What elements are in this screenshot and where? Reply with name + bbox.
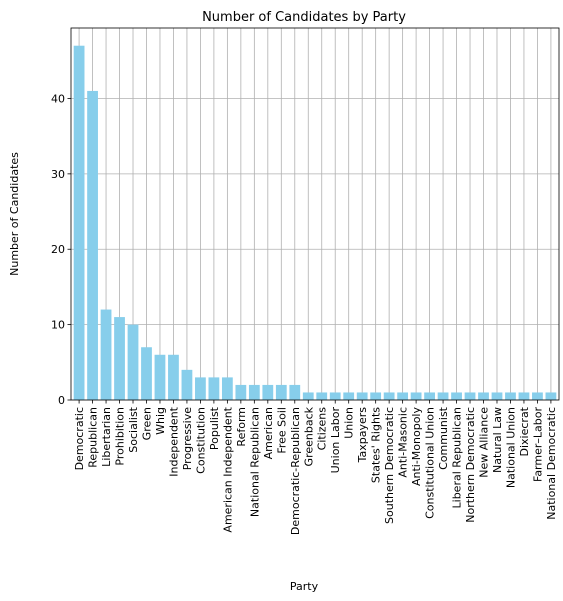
bar (451, 392, 462, 400)
bar (397, 392, 409, 400)
x-tick-label: Socialist (127, 406, 140, 452)
bar (370, 392, 382, 400)
bar (262, 384, 274, 400)
bar (532, 392, 543, 400)
x-tick-label: National Democratic (545, 407, 558, 520)
x-tick-label: National Union (504, 407, 517, 488)
y-tick-label: 0 (58, 394, 65, 407)
bar (221, 377, 233, 400)
x-tick-label: Republican (87, 407, 100, 468)
x-tick-label: Union Labor (329, 407, 342, 474)
x-tick-label: Libertarian (100, 407, 113, 467)
bar (141, 347, 152, 400)
y-tick-label: 20 (51, 243, 65, 256)
bar (235, 384, 247, 400)
x-tick-label: Northern Democratic (464, 407, 477, 523)
x-tick-label: Prohibition (114, 407, 127, 466)
bar (195, 377, 206, 400)
bar (181, 369, 193, 400)
y-axis-ticks: 0 10 20 30 40 (51, 92, 71, 407)
y-tick-label: 40 (51, 92, 65, 105)
x-tick-label: Southern Democratic (383, 407, 396, 524)
x-tick-label: Reform (235, 407, 248, 447)
bar (73, 45, 85, 400)
x-tick-label: Democratic-Republican (289, 407, 302, 535)
x-tick-label: Union (343, 407, 356, 439)
bar (343, 392, 355, 400)
bar (154, 354, 166, 400)
bar (410, 392, 422, 400)
y-axis-label: Number of Candidates (8, 152, 21, 276)
bar (208, 377, 220, 400)
bar (518, 392, 530, 400)
bar (505, 392, 516, 400)
x-tick-label: Taxpayers (356, 407, 369, 464)
x-tick-label: Whig (154, 407, 167, 435)
bar (478, 392, 489, 400)
x-tick-label: Constitution (194, 407, 207, 474)
x-tick-label: Anti-Masonic (397, 407, 410, 478)
bar (383, 392, 395, 400)
bar (289, 384, 301, 400)
x-tick-label: American Independent (221, 406, 234, 532)
x-tick-label: States' Rights (370, 407, 383, 483)
bar (168, 354, 179, 400)
x-tick-label: Liberal Republican (451, 407, 464, 509)
bar (275, 384, 287, 400)
x-tick-label: American (262, 407, 275, 459)
bar (316, 392, 328, 400)
x-tick-label: Citizens (316, 407, 329, 451)
bar (545, 392, 557, 400)
bar (424, 392, 435, 400)
x-grid (78, 28, 552, 400)
x-tick-label: New Alliance (478, 407, 491, 478)
x-tick-label: Green (140, 407, 153, 440)
x-tick-label: Farmer–Labor (531, 407, 544, 482)
bar (491, 392, 503, 400)
x-tick-label: Populist (208, 406, 221, 450)
x-tick-label: Constitutional Union (424, 407, 437, 519)
bars (73, 45, 557, 400)
bar (114, 317, 125, 400)
bar (127, 324, 139, 400)
x-tick-label: Greenback (302, 406, 315, 466)
x-tick-label: National Republican (248, 407, 261, 517)
bar (302, 392, 314, 400)
x-axis-ticks: Democratic Republican Libertarian Prohibiti… (73, 400, 558, 535)
bar (100, 309, 112, 400)
x-axis-label: Party (290, 580, 319, 593)
y-tick-label: 10 (51, 319, 65, 332)
bar (437, 392, 449, 400)
bar (464, 392, 476, 400)
chart-title: Number of Candidates by Party (202, 10, 406, 25)
bar (248, 384, 260, 400)
x-tick-label: Progressive (181, 407, 194, 471)
x-tick-label: Democratic (73, 407, 86, 470)
x-tick-label: Independent (167, 406, 180, 476)
plot-frame (70, 27, 560, 401)
x-tick-label: Communist (437, 406, 450, 470)
x-tick-label: Free Soil (275, 407, 288, 454)
y-tick-label: 30 (51, 168, 65, 181)
bar (329, 392, 341, 400)
x-tick-label: Dixiecrat (518, 406, 531, 456)
x-tick-label: Natural Law (491, 407, 504, 473)
bar (87, 90, 98, 400)
x-tick-label: Anti-Monopoly (410, 407, 423, 487)
bar (356, 392, 368, 400)
